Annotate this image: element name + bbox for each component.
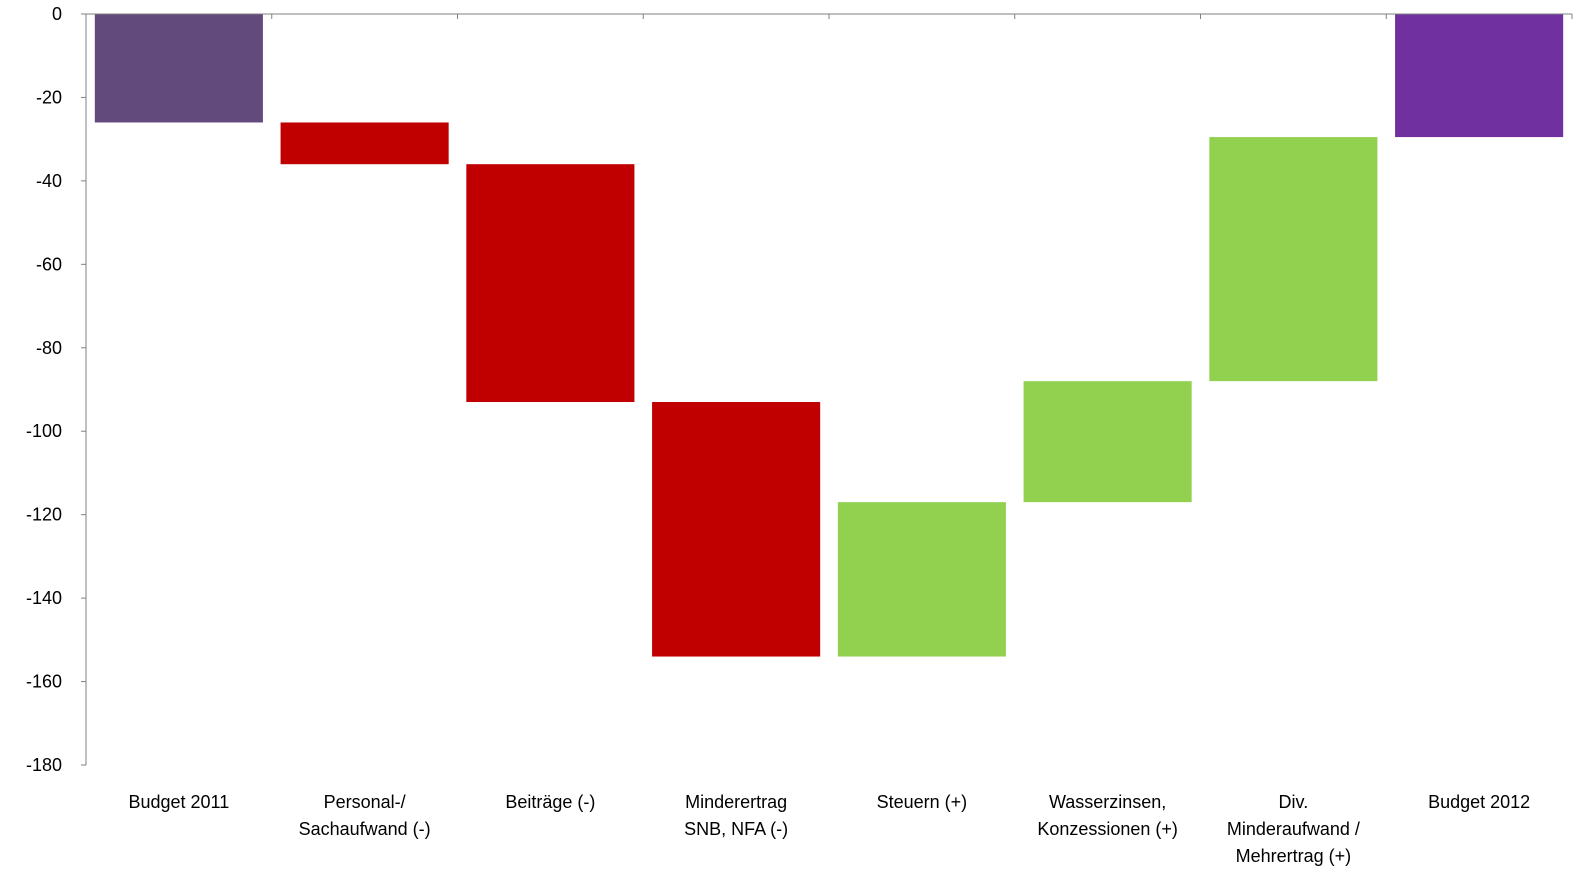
bar-4 bbox=[652, 402, 821, 657]
x-tick-label: Budget 2012 bbox=[1428, 792, 1530, 812]
labels-layer: 0 -20 -40 -60 -80 -100 -120 -140 -160 -180 Budget … bbox=[26, 4, 1530, 866]
x-tick-label: Budget 2011 bbox=[128, 792, 229, 812]
y-tick-label: -180 bbox=[26, 755, 62, 775]
x-tick-label: Mehrertrag (+) bbox=[1236, 846, 1352, 866]
bars-layer bbox=[94, 14, 1564, 657]
bar-1 bbox=[94, 14, 263, 123]
bar-2 bbox=[280, 122, 449, 165]
bar-5 bbox=[837, 502, 1006, 657]
y-tick-label: -20 bbox=[36, 87, 62, 107]
x-tick-label: Wasserzinsen, bbox=[1049, 792, 1166, 812]
x-tick-label: Personal-/ bbox=[324, 792, 406, 812]
x-tick-label: SNB, NFA (-) bbox=[684, 819, 788, 839]
bar-8 bbox=[1395, 14, 1564, 138]
y-tick-label: -120 bbox=[26, 505, 62, 525]
x-tick-label: Div. bbox=[1279, 792, 1309, 812]
y-tick-label: 0 bbox=[52, 4, 62, 24]
bar-6 bbox=[1023, 381, 1192, 503]
bar-3 bbox=[466, 164, 635, 403]
x-tick-label: Steuern (+) bbox=[877, 792, 968, 812]
y-tick-label: -40 bbox=[36, 171, 62, 191]
y-tick-label: -60 bbox=[36, 254, 62, 274]
y-tick-label: -160 bbox=[26, 672, 62, 692]
x-tick-label: Konzessionen (+) bbox=[1037, 819, 1178, 839]
x-tick-label: Sachaufwand (-) bbox=[299, 819, 431, 839]
x-tick-label: Minderertrag bbox=[685, 792, 787, 812]
y-tick-label: -100 bbox=[26, 421, 62, 441]
bar-7 bbox=[1209, 137, 1378, 382]
axes-layer bbox=[81, 13, 1573, 766]
y-tick-label: -80 bbox=[36, 338, 62, 358]
y-tick-label: -140 bbox=[26, 588, 62, 608]
x-tick-label: Beiträge (-) bbox=[505, 792, 595, 812]
x-tick-label: Minderaufwand / bbox=[1227, 819, 1360, 839]
